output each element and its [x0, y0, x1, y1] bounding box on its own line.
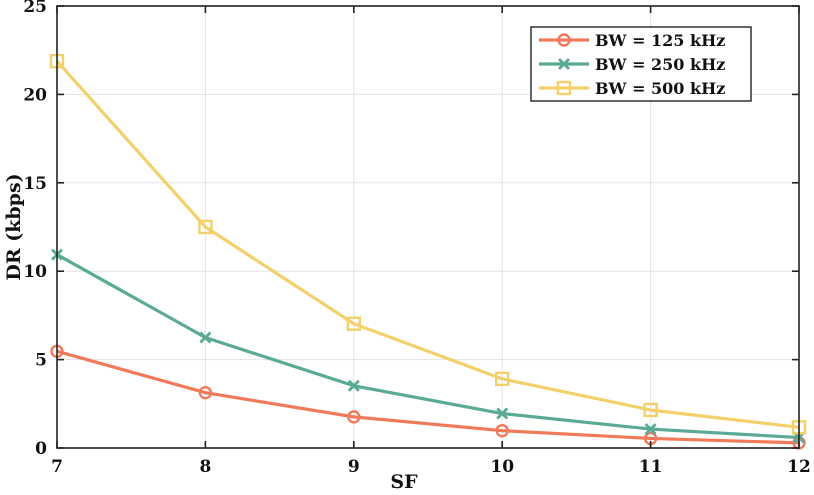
- y-tick-label: 20: [23, 85, 47, 105]
- legend-swatch-marker: [556, 80, 572, 96]
- legend-item: BW = 125 kHz: [539, 31, 725, 50]
- data-point: [199, 331, 212, 344]
- data-point: [346, 316, 361, 331]
- x-tick-label: 12: [787, 457, 811, 477]
- series-line: [55, 60, 800, 429]
- y-tick-label: 5: [35, 351, 47, 371]
- data-point: [198, 219, 213, 235]
- legend-swatch-marker: [557, 33, 571, 47]
- legend-swatch-marker: [558, 58, 570, 70]
- legend: BW = 125 kHz BW = 250 kHz BW = 500 kHz: [530, 26, 752, 102]
- series-layer: [49, 53, 807, 450]
- data-point: [495, 371, 510, 387]
- tick-labels: 7 8 9 10 11 12 0 5 10 15 20 25: [23, 0, 811, 477]
- series-2: [51, 248, 805, 444]
- legend-item: BW = 500 kHz: [539, 79, 725, 98]
- y-tick-label: 10: [23, 262, 47, 282]
- y-axis-label: DR (kbps): [3, 173, 25, 280]
- data-point: [644, 423, 657, 436]
- series-line: [56, 253, 800, 440]
- legend-label: BW = 500 kHz: [595, 79, 725, 98]
- data-point: [643, 402, 658, 418]
- legend-label: BW = 125 kHz: [595, 31, 725, 50]
- y-tick-label: 0: [35, 439, 47, 459]
- x-axis-label: SF: [390, 471, 418, 493]
- plot-frame: [56, 5, 800, 449]
- x-tick-label: 9: [348, 457, 360, 477]
- x-tick-label: 8: [199, 457, 211, 477]
- legend-item: BW = 250 kHz: [539, 55, 725, 74]
- series-line: [56, 349, 800, 445]
- data-point: [495, 423, 509, 438]
- axis-ticks: [56, 5, 800, 449]
- x-tick-label: 7: [51, 457, 63, 477]
- x-tick-label: 10: [490, 457, 514, 477]
- legend-label: BW = 250 kHz: [595, 55, 725, 74]
- data-point: [496, 407, 509, 420]
- y-tick-label: 15: [23, 174, 47, 194]
- data-point: [347, 379, 360, 392]
- series-3: [49, 53, 807, 435]
- data-point: [198, 385, 213, 400]
- data-point: [347, 410, 361, 424]
- x-tick-label: 11: [639, 457, 663, 477]
- y-tick-label: 25: [23, 0, 47, 17]
